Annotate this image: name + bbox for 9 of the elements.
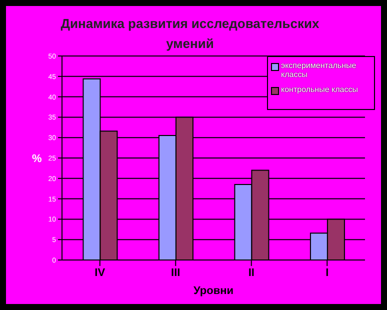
x-tick-label: III (171, 266, 180, 279)
x-tick-label: IV (94, 266, 106, 279)
x-axis-title: Уровни (193, 285, 234, 297)
x-tick-label: II (248, 266, 254, 279)
x-tick-label: I (326, 266, 329, 279)
legend-label: экспериментальные классы (281, 61, 358, 79)
chart-title: Динамика развития исследовательских умений (60, 15, 320, 53)
y-axis-title: % (32, 152, 42, 165)
legend-label: контрольные классы (281, 85, 358, 94)
